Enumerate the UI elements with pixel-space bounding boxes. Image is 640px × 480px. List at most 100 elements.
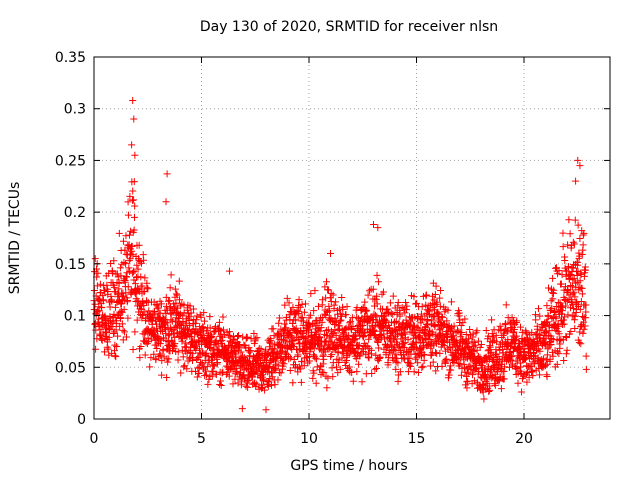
data-point — [130, 115, 138, 123]
x-tick-label: 10 — [300, 431, 318, 447]
data-point — [564, 311, 572, 319]
data-point — [129, 187, 137, 195]
data-point — [567, 328, 575, 336]
data-point — [570, 275, 578, 283]
data-point — [204, 380, 212, 388]
data-point — [140, 288, 148, 296]
data-point — [172, 290, 180, 298]
data-point — [319, 296, 327, 304]
data-point — [157, 300, 165, 308]
data-point — [105, 351, 113, 359]
data-point — [355, 360, 363, 368]
data-point — [551, 307, 559, 315]
data-point — [498, 339, 506, 347]
data-point — [164, 358, 172, 366]
data-point — [500, 368, 508, 376]
data-point — [570, 288, 578, 296]
data-point — [105, 333, 113, 341]
x-tick-label: 20 — [515, 431, 533, 447]
data-point — [373, 292, 381, 300]
data-point — [216, 327, 224, 335]
data-point — [418, 364, 426, 372]
data-point — [440, 342, 448, 350]
y-tick-label: 0.35 — [55, 50, 86, 66]
data-point — [368, 370, 376, 378]
data-point — [508, 314, 516, 322]
data-point — [384, 308, 392, 316]
data-point — [179, 353, 187, 361]
data-point — [566, 230, 574, 238]
data-point — [315, 341, 323, 349]
data-point — [163, 319, 171, 327]
data-point — [295, 296, 303, 304]
data-point — [177, 369, 185, 377]
data-point — [359, 303, 367, 311]
data-point — [174, 348, 182, 356]
data-point — [310, 369, 318, 377]
data-point — [575, 283, 583, 291]
data-point — [542, 356, 550, 364]
data-point — [489, 333, 497, 341]
data-point — [262, 346, 270, 354]
data-point — [328, 351, 336, 359]
data-point — [578, 251, 586, 259]
data-point — [313, 355, 321, 363]
data-point — [427, 362, 435, 370]
data-point — [325, 302, 333, 310]
y-axis-ticks: 0 0.05 0.1 0.15 0.2 0.25 0.3 0.35 — [55, 50, 610, 428]
data-point — [367, 350, 375, 358]
data-point — [512, 335, 520, 343]
data-point — [558, 310, 566, 318]
data-point — [98, 304, 106, 312]
data-point — [471, 341, 479, 349]
data-point — [247, 347, 255, 355]
data-point — [576, 328, 584, 336]
data-point — [532, 316, 540, 324]
data-point — [310, 344, 318, 352]
data-point — [319, 360, 327, 368]
data-point — [175, 277, 183, 285]
data-point — [104, 345, 112, 353]
data-point — [130, 178, 138, 186]
data-point — [215, 318, 223, 326]
data-point — [113, 343, 121, 351]
data-point — [372, 295, 380, 303]
data-point — [562, 350, 570, 358]
data-point — [218, 369, 226, 377]
data-point — [546, 355, 554, 363]
data-point — [162, 310, 170, 318]
data-point — [112, 353, 120, 361]
data-point — [436, 302, 444, 310]
data-point — [526, 363, 534, 371]
data-point — [264, 382, 272, 390]
data-point — [261, 386, 269, 394]
data-point — [565, 216, 573, 224]
data-point — [300, 317, 307, 325]
x-tick-label: 0 — [90, 431, 99, 447]
data-point — [193, 373, 201, 381]
data-point — [432, 282, 440, 290]
data-point — [464, 377, 472, 385]
data-point — [338, 354, 346, 362]
data-point — [309, 351, 317, 359]
data-point — [293, 328, 301, 336]
data-point — [463, 339, 471, 347]
data-point — [462, 381, 470, 389]
data-point — [324, 326, 332, 334]
data-point — [325, 314, 333, 322]
data-point — [126, 192, 134, 200]
data-point — [326, 307, 334, 315]
data-point — [244, 357, 252, 365]
data-point — [119, 326, 127, 334]
data-point — [91, 255, 99, 263]
data-point — [111, 303, 119, 311]
data-point — [562, 332, 570, 340]
data-point — [225, 331, 233, 339]
data-point — [389, 292, 397, 300]
data-point — [547, 340, 555, 348]
data-point — [342, 311, 350, 319]
data-point — [225, 328, 233, 336]
data-point — [529, 372, 537, 380]
data-point — [195, 353, 203, 361]
